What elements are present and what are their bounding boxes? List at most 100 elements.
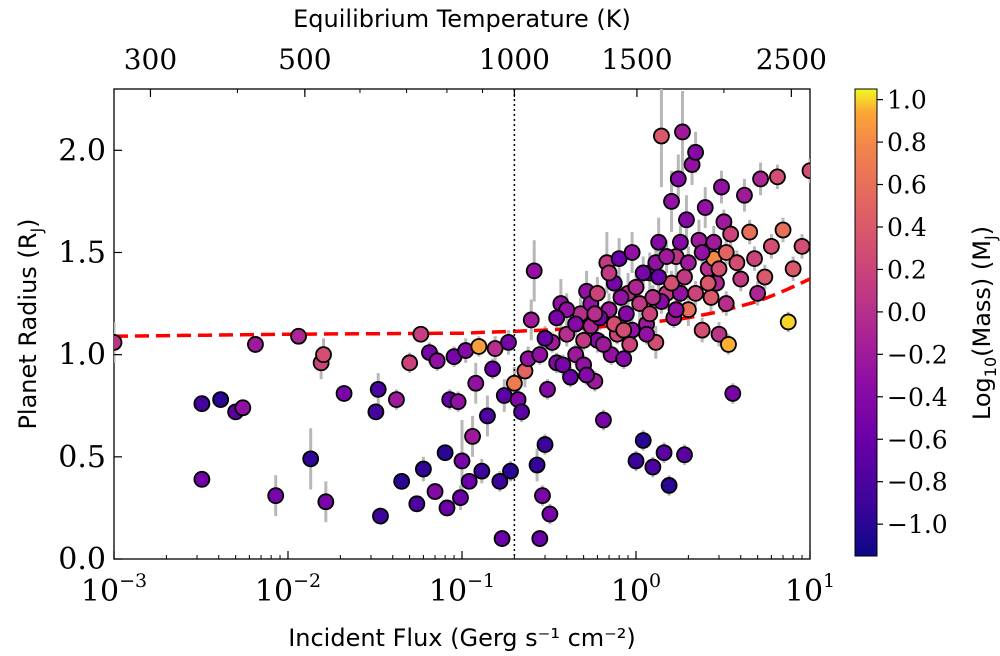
- data-point: [644, 289, 662, 306]
- data-point: [335, 385, 353, 402]
- data-point: [627, 452, 645, 470]
- data-point: [650, 268, 668, 286]
- data-point: [114, 333, 123, 351]
- data-point: [696, 199, 714, 216]
- data-point: [736, 186, 753, 204]
- data-point: [548, 309, 566, 327]
- data-point: [531, 346, 549, 364]
- colorbar-label-end: ): [968, 226, 996, 235]
- x-tick-base: 10: [785, 574, 823, 609]
- data-point: [505, 374, 523, 392]
- colorbar-tick-label: 0.6: [887, 171, 927, 200]
- data-point: [634, 432, 652, 449]
- x-tick-label: 101: [785, 570, 835, 609]
- y-axis-ticks: 0.0 0.5 1.0 1.5 2.0: [58, 133, 122, 577]
- data-point: [193, 395, 211, 413]
- data-point: [678, 211, 695, 229]
- data-point: [449, 393, 467, 411]
- y-tick-label: 0.5: [58, 440, 106, 475]
- colorbar-label-mid: (Mass) (M: [968, 240, 996, 357]
- data-point: [588, 284, 606, 302]
- data-point: [641, 305, 659, 323]
- colorbar: [854, 88, 878, 557]
- data-point: [534, 487, 551, 505]
- data-point: [728, 254, 746, 272]
- x-tick-exp: 1: [823, 570, 835, 592]
- data-point: [408, 495, 426, 513]
- data-point: [302, 450, 320, 468]
- model-curve: [114, 277, 810, 339]
- data-point: [412, 325, 430, 343]
- colorbar-label-sub: 10: [981, 357, 1000, 377]
- data-point: [500, 333, 517, 351]
- data-point: [536, 436, 554, 453]
- data-point: [779, 313, 797, 331]
- data-point: [401, 354, 419, 372]
- data-point: [460, 472, 478, 490]
- data-point: [650, 233, 668, 251]
- data-point: [615, 321, 633, 339]
- data-point: [531, 530, 549, 547]
- data-point: [717, 295, 735, 312]
- data-point: [369, 380, 387, 398]
- data-point: [522, 311, 540, 329]
- data-point: [486, 340, 504, 357]
- top-tick-label: 1500: [601, 43, 672, 76]
- data-point: [679, 254, 697, 272]
- y-tick-label: 1.5: [58, 235, 106, 270]
- data-point: [578, 366, 595, 384]
- data-point: [663, 192, 680, 210]
- data-point: [436, 444, 454, 462]
- colorbar-label-sub2: J: [981, 235, 1000, 241]
- data-point: [762, 237, 780, 255]
- data-point: [717, 244, 735, 261]
- data-point: [693, 244, 711, 261]
- data-point: [438, 499, 456, 517]
- data-point: [638, 325, 655, 343]
- top-tick-label: 2500: [756, 43, 827, 76]
- data-point: [644, 458, 662, 476]
- data-point: [749, 284, 767, 302]
- data-point: [464, 427, 481, 445]
- data-point: [541, 505, 559, 523]
- x-tick-base: 10: [255, 574, 293, 609]
- data-point: [627, 278, 645, 296]
- top-axis-ticks: 300 500 1000 1500 2500: [124, 43, 827, 97]
- data-point: [453, 452, 471, 470]
- data-point: [600, 264, 618, 282]
- x-tick-label: 100: [611, 570, 661, 609]
- data-point: [193, 470, 211, 488]
- data-point: [720, 336, 737, 353]
- data-point: [367, 403, 385, 421]
- colorbar-tick-label: 0.8: [887, 128, 927, 157]
- data-point: [575, 331, 593, 349]
- colorbar-tick-label: −0.6: [887, 425, 948, 454]
- y-tick-label: 2.0: [58, 133, 106, 168]
- data-point: [774, 221, 792, 239]
- data-point: [595, 336, 612, 353]
- x-axis-label: Incident Flux (Gerg s⁻¹ cm⁻²): [288, 624, 636, 652]
- data-point: [495, 387, 513, 404]
- data-point: [699, 274, 717, 292]
- data-point: [634, 264, 652, 282]
- data-point: [502, 462, 519, 480]
- colorbar-ticks: 1.0 0.8 0.6 0.4 0.2 0.0 −0.2 −0.4 −0.6 −0.8 −1.0: [877, 86, 948, 539]
- data-point: [722, 225, 740, 243]
- x-tick-base: 10: [81, 574, 119, 609]
- data-point: [470, 338, 488, 355]
- data-point: [234, 399, 252, 417]
- data-point: [473, 462, 491, 480]
- top-tick-label: 500: [278, 43, 331, 76]
- top-axis-label: Equilibrium Temperature (K): [293, 5, 631, 33]
- y-tick-label: 1.0: [58, 338, 106, 373]
- data-point: [525, 262, 543, 280]
- data-point: [693, 321, 711, 339]
- data-point: [247, 336, 264, 353]
- data-point: [484, 360, 502, 378]
- colorbar-tick-label: 0.4: [887, 213, 927, 242]
- x-tick-label: 10−1: [429, 570, 495, 609]
- data-point: [536, 329, 554, 347]
- data-point: [793, 237, 810, 255]
- data-point: [212, 391, 230, 409]
- y-axis-label: Planet Radius (RJ): [14, 218, 46, 429]
